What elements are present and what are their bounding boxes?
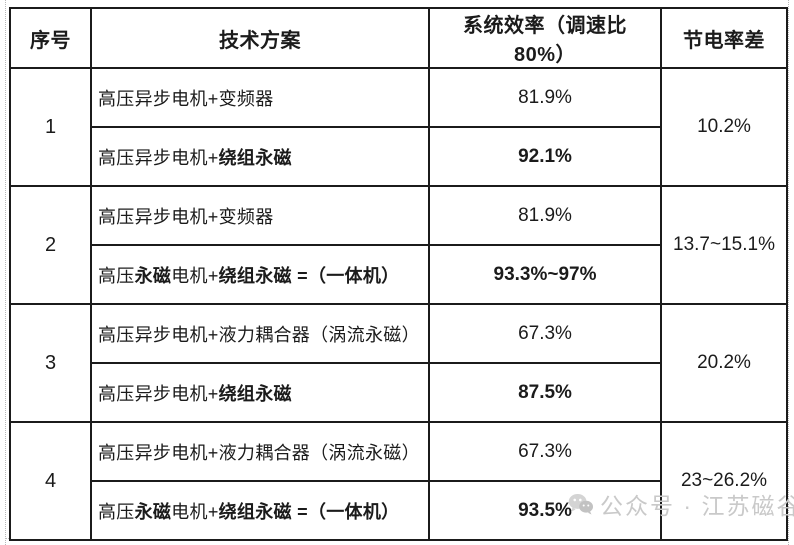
cell-technical-scheme: 高压永磁电机+绕组永磁 =（一体机） <box>90 244 430 305</box>
scheme-text-part: 电机+ <box>171 501 219 522</box>
scheme-text-part: 高压异步电机+ <box>98 383 219 404</box>
cell-saving-rate-difference: 10.2% <box>660 67 788 187</box>
cell-sequence-number: 2 <box>9 185 92 305</box>
scheme-text-part: 高压异步电机+液力耦合器（涡流永磁） <box>98 442 420 463</box>
cell-technical-scheme: 高压异步电机+绕组永磁 <box>90 126 430 187</box>
cell-system-efficiency: 93.5% <box>428 480 662 541</box>
column-header-saving-diff: 节电率差 <box>660 7 788 69</box>
scheme-text-part: 绕组永磁 <box>218 383 292 404</box>
cell-system-efficiency: 67.3% <box>428 303 662 364</box>
table-row: 3 高压异步电机+液力耦合器（涡流永磁） 67.3% 20.2% <box>9 303 788 423</box>
scheme-text-part: 高压异步电机+液力耦合器（涡流永磁） <box>98 324 420 345</box>
column-header-seq: 序号 <box>9 7 92 69</box>
comparison-table-container: 序号 技术方案 系统效率（调速比 80%） 节电率差 1 高压异步电机+变频器 81… <box>9 7 788 541</box>
page-guide-left <box>5 0 6 545</box>
column-header-efficiency: 系统效率（调速比 80%） <box>428 7 662 69</box>
table-header-row: 序号 技术方案 系统效率（调速比 80%） 节电率差 <box>9 7 788 69</box>
table-row: 1 高压异步电机+变频器 81.9% 10.2% <box>9 67 788 187</box>
cell-technical-scheme: 高压异步电机+液力耦合器（涡流永磁） <box>90 421 430 482</box>
scheme-text-part: 永磁 <box>134 501 172 522</box>
cell-system-efficiency: 81.9% <box>428 185 662 246</box>
cell-saving-rate-difference: 23~26.2% <box>660 421 788 541</box>
scheme-text-part: 高压 <box>98 501 135 522</box>
table-header: 序号 技术方案 系统效率（调速比 80%） 节电率差 <box>9 7 788 69</box>
scheme-text-part: 绕组永磁 <box>218 147 292 168</box>
table-row: 高压永磁电机+绕组永磁 =（一体机） 93.3%~97% <box>10 244 787 305</box>
scheme-text-part: 高压异步电机+变频器 <box>98 88 274 109</box>
cell-technical-scheme: 高压异步电机+液力耦合器（涡流永磁） <box>90 303 430 364</box>
cell-technical-scheme: 高压异步电机+绕组永磁 <box>90 362 430 423</box>
technical-scheme-comparison-table: 序号 技术方案 系统效率（调速比 80%） 节电率差 1 高压异步电机+变频器 81… <box>9 7 788 541</box>
scheme-text-part: 永磁 <box>134 265 172 286</box>
cell-system-efficiency: 93.3%~97% <box>428 244 662 305</box>
cell-sequence-number: 4 <box>9 421 92 541</box>
scheme-text-part: 绕组永磁 =（一体机） <box>218 501 400 522</box>
cell-system-efficiency: 87.5% <box>428 362 662 423</box>
cell-system-efficiency: 81.9% <box>428 67 662 128</box>
table-row: 2 高压异步电机+变频器 81.9% 13.7~15.1% <box>9 185 788 305</box>
cell-sequence-number: 1 <box>9 67 92 187</box>
cell-system-efficiency: 92.1% <box>428 126 662 187</box>
table-row: 4 高压异步电机+液力耦合器（涡流永磁） 67.3% 23~26.2% <box>9 421 788 541</box>
cell-technical-scheme: 高压异步电机+变频器 <box>90 185 430 246</box>
scheme-text-part: 高压异步电机+ <box>98 147 219 168</box>
table-body: 1 高压异步电机+变频器 81.9% 10.2% 高压异步电机+绕组永磁 92.1% 2 高压… <box>9 67 788 541</box>
scheme-text-part: 绕组永磁 =（一体机） <box>218 265 400 286</box>
cell-saving-rate-difference: 20.2% <box>660 303 788 423</box>
column-header-scheme: 技术方案 <box>90 7 430 69</box>
cell-technical-scheme: 高压永磁电机+绕组永磁 =（一体机） <box>90 480 430 541</box>
cell-sequence-number: 3 <box>9 303 92 423</box>
cell-saving-rate-difference: 13.7~15.1% <box>660 185 788 305</box>
scheme-text-part: 高压异步电机+变频器 <box>98 206 274 227</box>
table-row: 高压异步电机+绕组永磁 87.5% <box>10 362 787 423</box>
table-row: 高压永磁电机+绕组永磁 =（一体机） 93.5% <box>10 480 787 541</box>
scheme-text-part: 电机+ <box>171 265 219 286</box>
table-row: 高压异步电机+绕组永磁 92.1% <box>10 126 787 187</box>
page-guide-right <box>788 0 789 545</box>
cell-technical-scheme: 高压异步电机+变频器 <box>90 67 430 128</box>
scheme-text-part: 高压 <box>98 265 135 286</box>
cell-system-efficiency: 67.3% <box>428 421 662 482</box>
